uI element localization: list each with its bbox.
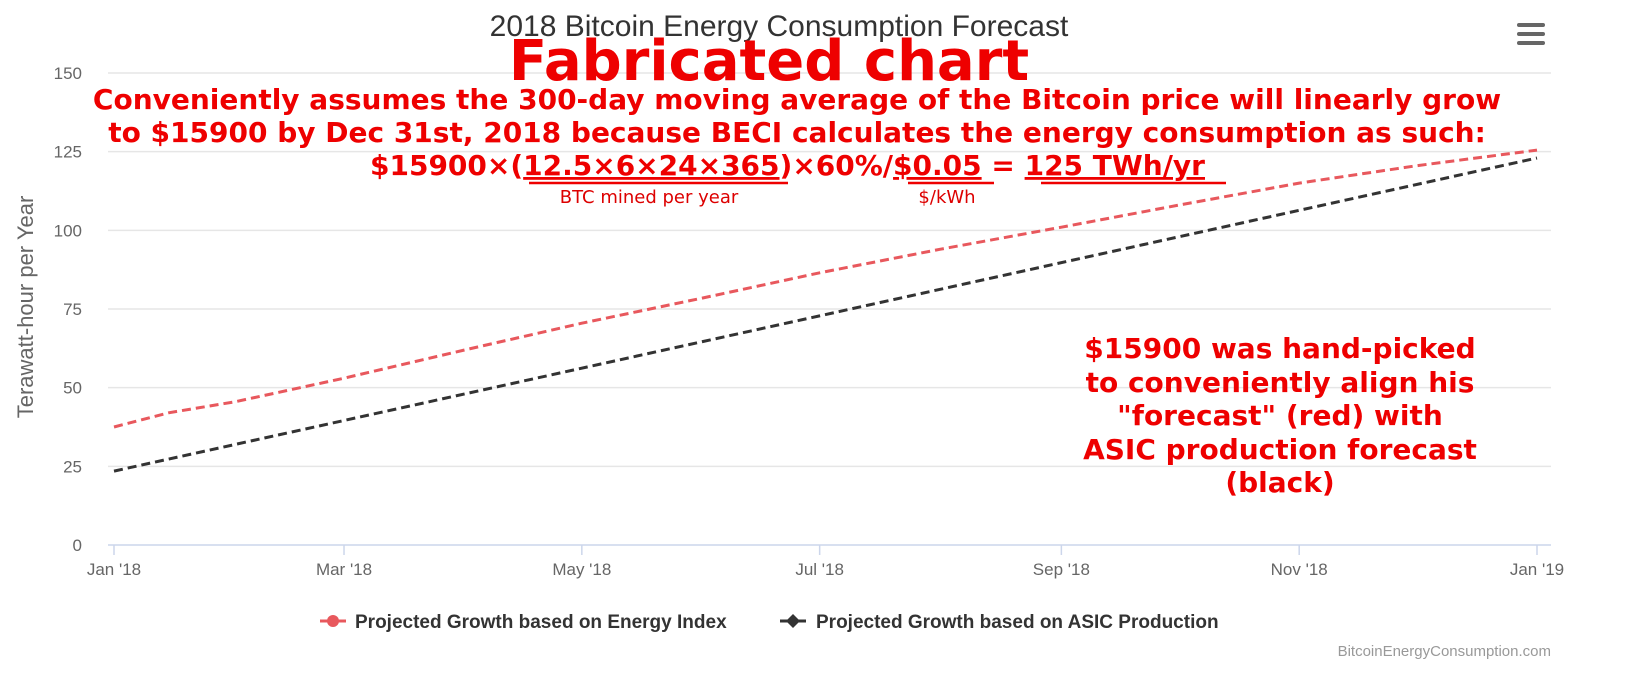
- hamburger-menu-icon[interactable]: [1517, 22, 1547, 46]
- y-tick-label: 25: [63, 457, 82, 476]
- y-tick-label: 150: [54, 64, 82, 83]
- legend-label-energy-index: Projected Growth based on Energy Index: [355, 612, 727, 633]
- legend-marker-asic-production: [786, 614, 800, 628]
- x-tick-label: Mar '18: [316, 560, 372, 579]
- series-line-asic-production[interactable]: [113, 156, 1538, 473]
- axes: 0 25 50 75 100 125 150 Jan '18 Mar '18 May '18 Jul…: [54, 64, 1565, 579]
- annotation-formula: $15900×(12.5×6×24×365)×60%/$0.05 = 125 T…: [370, 149, 1205, 182]
- side-note-line-3: "forecast" (red) with: [1117, 399, 1443, 432]
- legend-label-asic-production: Projected Growth based on ASIC Productio…: [816, 612, 1219, 633]
- annotation-overlay: Fabricated chart Conveniently assumes th…: [93, 29, 1501, 499]
- y-tick-label: 50: [63, 379, 82, 398]
- x-tick-label: Jan '18: [87, 560, 141, 579]
- x-tick-label: Jul '18: [795, 560, 844, 579]
- chart-title: 2018 Bitcoin Energy Consumption Forecast: [490, 10, 1069, 43]
- gridlines: [108, 72, 1551, 468]
- x-tick-label: Jan '19: [1510, 560, 1564, 579]
- side-note-line-2: to conveniently align his: [1086, 366, 1475, 399]
- legend-marker-energy-index: [327, 615, 339, 627]
- y-tick-label: 100: [54, 221, 82, 240]
- side-note-line-1: $15900 was hand-picked: [1084, 332, 1475, 365]
- side-note-line-5: (black): [1225, 466, 1334, 499]
- x-tick-label: Nov '18: [1271, 560, 1328, 579]
- formula-equals: =: [982, 149, 1025, 182]
- annotation-headline: Fabricated chart: [509, 29, 1029, 94]
- credit-link[interactable]: BitcoinEnergyConsumption.com: [1338, 643, 1551, 660]
- formula-price: $15900×(: [370, 149, 523, 182]
- formula-note-cost: $/kWh: [918, 187, 975, 208]
- legend: Projected Growth based on Energy Index P…: [320, 612, 1219, 633]
- series-lines: [113, 148, 1538, 473]
- formula-btc-expression: 12.5×6×24×365: [523, 149, 779, 182]
- formula-note-btc: BTC mined per year: [560, 187, 739, 208]
- side-note-line-4: ASIC production forecast: [1083, 433, 1477, 466]
- x-tick-label: Sep '18: [1033, 560, 1090, 579]
- y-tick-label: 75: [63, 300, 82, 319]
- y-axis-title: Terawatt-hour per Year: [13, 196, 38, 419]
- y-tick-label: 125: [54, 143, 82, 162]
- formula-middle: )×60%/: [780, 149, 894, 182]
- annotation-line-2: to $15900 by Dec 31st, 2018 because BECI…: [108, 116, 1486, 149]
- formula-result: 125 TWh/yr: [1025, 149, 1206, 182]
- x-tick-label: May '18: [552, 560, 611, 579]
- legend-item-asic-production[interactable]: Projected Growth based on ASIC Productio…: [780, 612, 1219, 633]
- series-line-energy-index[interactable]: [113, 148, 1538, 429]
- formula-cost: $0.05: [893, 149, 982, 182]
- annotation-line-1: Conveniently assumes the 300-day moving …: [93, 83, 1501, 116]
- y-tick-label: 0: [73, 536, 82, 555]
- legend-item-energy-index[interactable]: Projected Growth based on Energy Index: [320, 612, 727, 633]
